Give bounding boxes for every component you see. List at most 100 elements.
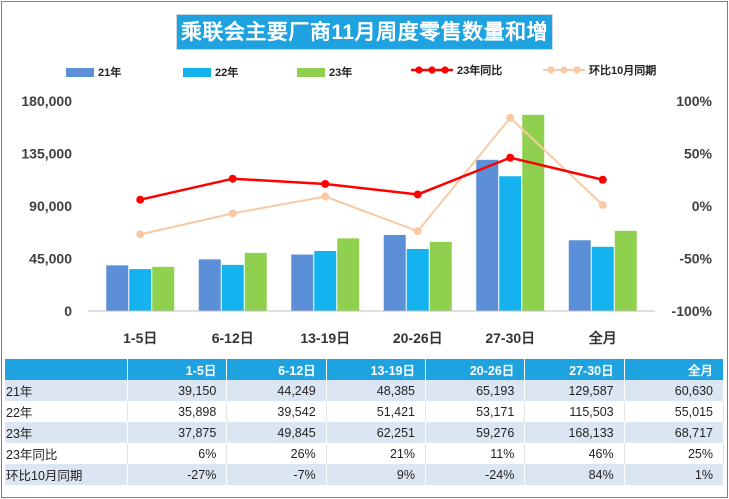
bar-22年 [314,251,337,311]
table-cell: 51,421 [326,401,426,422]
table-cell: 35,898 [127,401,228,422]
line-环比10月同期 [140,116,604,236]
table-header-cell [5,359,128,380]
table-row: 21年 39,150 44,249 48,385 65,193 129,587 60,630 [5,380,725,401]
legend-swatch-22 [183,67,211,77]
table-cell: 65,193 [425,380,526,401]
chart-title: 乘联会主要厂商11月周度零售数量和增速 [176,14,553,80]
table-cell: 62,251 [326,422,426,443]
table-row: 23年同比 6% 26% 21% 11% 46% 25% [5,443,725,464]
table-cell: 84% [524,464,625,485]
y-left-tick-label: 135,000 [21,146,72,162]
table-cell: 129,587 [524,380,625,401]
bar-22年 [221,264,244,311]
point-23年同比 [136,195,145,204]
table-row: 23年 37,875 49,845 62,251 59,276 168,133 68,717 [5,422,725,443]
table-row-label: 23年同比 [5,443,128,464]
bar-21年 [383,234,406,311]
x-tick-label: 全月 [588,330,617,346]
bar-23年 [522,114,545,311]
point-23年同比 [413,190,422,199]
y-left-tick-label: 180,000 [21,93,72,109]
y-left-tick-label: 90,000 [29,198,72,214]
table-cell: 9% [326,464,426,485]
table-cell: 39,542 [226,401,327,422]
y-left-tick-label: 0 [64,303,72,319]
point-23年同比 [506,153,515,162]
table-cell: 11% [425,443,526,464]
point-环比10月同期 [598,200,607,209]
table-cell: -24% [425,464,526,485]
table-cell: 25% [624,443,725,464]
table-cell: 59,276 [425,422,526,443]
table-row-label: 23年 [5,422,128,443]
bar-23年 [429,241,452,311]
legend-item-23: 23年 [297,64,352,80]
table-row-label: 21年 [5,380,128,401]
point-环比10月同期 [136,230,145,239]
bar-22年 [591,246,614,311]
legend-item-yoy: 23年同比 [411,62,502,78]
point-环比10月同期 [413,227,422,236]
x-tick-label: 6-12日 [212,330,254,346]
point-23年同比 [321,179,330,188]
table-cell: 21% [326,443,426,464]
table-cell: 39,150 [127,380,228,401]
legend-swatch-23 [297,67,325,77]
table-cell: 55,015 [624,401,725,422]
legend-label-mom: 环比10月同期 [589,65,657,77]
table-header-cell: 20-26日 [425,359,526,380]
point-23年同比 [228,174,237,183]
table-cell: -7% [226,464,327,485]
bar-21年 [198,259,221,311]
x-tick-label: 1-5日 [123,330,157,346]
point-23年同比 [598,175,607,184]
bar-21年 [476,159,499,311]
x-tick-label: 20-26日 [393,330,443,346]
table-cell: 37,875 [127,422,228,443]
legend-item-22: 22年 [183,64,238,80]
legend-item-21: 21年 [66,64,121,80]
legend-label-23: 23年 [329,67,353,79]
legend-label-22: 22年 [215,67,239,79]
legend-item-mom: 环比10月同期 [543,62,656,78]
legend-swatch-yoy [411,66,453,74]
legend-label-yoy: 23年同比 [457,65,503,77]
chart-legend: 21年 22年 23年 23年同比 环比10月同期 [0,60,729,80]
table-cell: 49,845 [226,422,327,443]
table-header-cell: 27-30日 [524,359,625,380]
bar-23年 [244,252,267,311]
table-cell: 68,717 [624,422,725,443]
table-header-cell: 全月 [624,359,725,380]
table-cell: -27% [127,464,228,485]
table-cell: 60,630 [624,380,725,401]
y-right-tick-label: -50% [679,251,712,267]
table-header-cell: 6-12日 [226,359,327,380]
bar-23年 [614,230,637,311]
table-cell: 46% [524,443,625,464]
bar-21年 [291,254,314,311]
point-环比10月同期 [506,113,515,122]
bar-22年 [129,269,152,311]
table-row: 环比10月同期 -27% -7% 9% -24% 84% 1% [5,464,725,485]
y-left-tick-label: 45,000 [29,251,72,267]
x-tick-label: 27-30日 [485,330,535,346]
bar-22年 [499,176,522,311]
bar-21年 [106,265,129,311]
y-right-tick-label: -100% [672,303,713,319]
table-cell: 53,171 [425,401,526,422]
bar-22年 [406,248,429,311]
table-row-label: 22年 [5,401,128,422]
chart-plot: 0 45,000 90,000 135,000 180,000 -100% -50% 0% 50… [21,93,713,346]
table-header-cell: 13-19日 [326,359,426,380]
bar-21年 [568,240,591,311]
table-cell: 168,133 [524,422,625,443]
table-row-label: 环比10月同期 [5,464,128,485]
y-right-tick-label: 0% [692,198,713,214]
line-23年同比 [139,156,604,201]
table-cell: 115,503 [524,401,625,422]
table-header-row: 1-5日 6-12日 13-19日 20-26日 27-30日 全月 [5,359,725,380]
point-环比10月同期 [321,192,330,201]
point-环比10月同期 [228,209,237,218]
legend-label-21: 21年 [98,67,122,79]
